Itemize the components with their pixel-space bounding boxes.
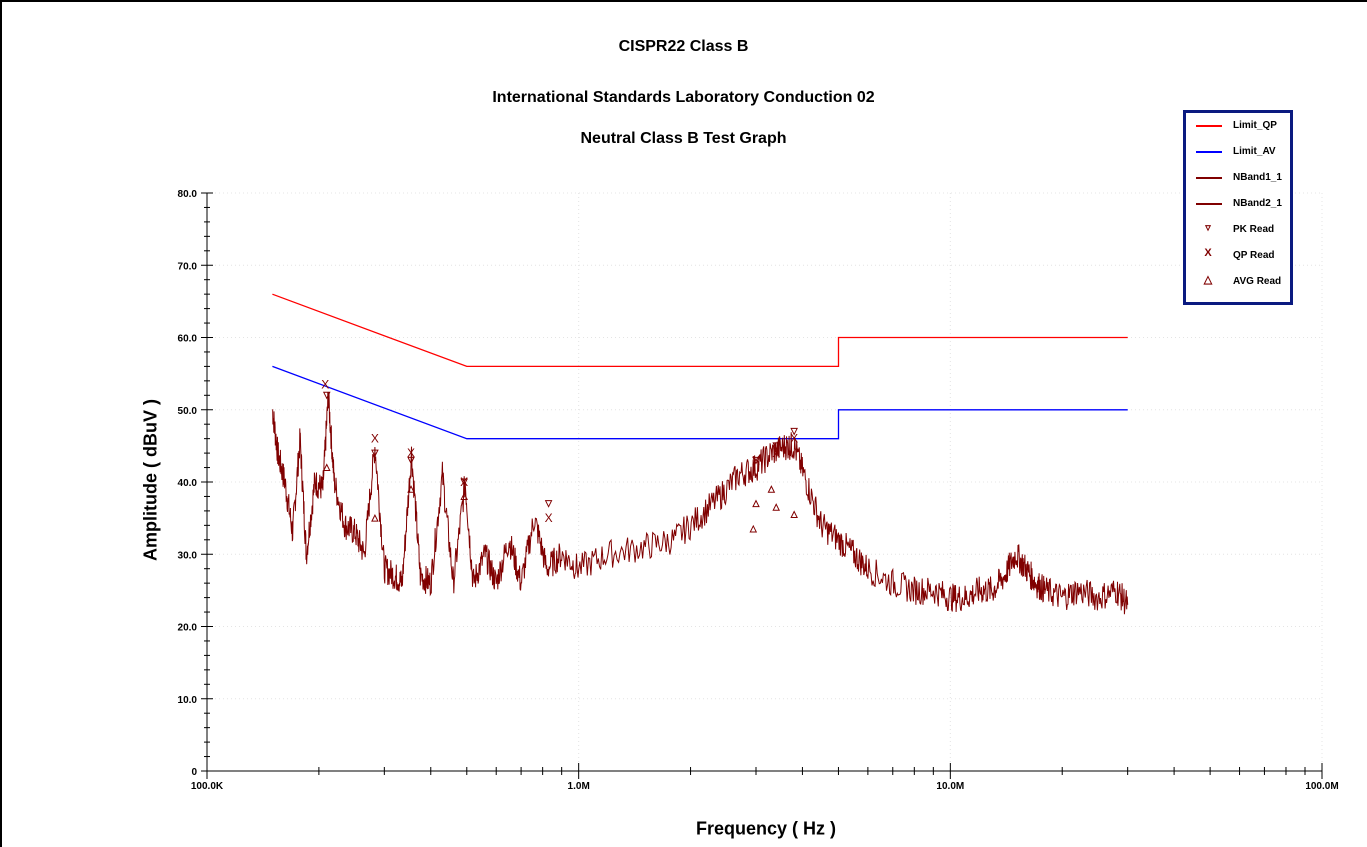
avg-read-marker: [407, 485, 415, 493]
legend-item: Limit_AV: [1186, 141, 1290, 163]
avg-read-marker: [749, 524, 758, 533]
series-line-limit-av: [272, 365, 1128, 440]
pk-read-marker: [322, 391, 331, 400]
avg-read-marker: [790, 510, 798, 519]
y-tick-label: 70.0: [178, 261, 198, 272]
legend-label: PK Read: [1233, 224, 1275, 235]
y-tick-label: 0: [191, 767, 197, 778]
series-line-nband1: [272, 391, 1129, 615]
legend-swatch: [1196, 125, 1222, 127]
pk-read-marker: [790, 427, 798, 436]
legend-item: NBand2_1: [1186, 193, 1290, 215]
pk-read-marker: [460, 478, 468, 487]
y-tick-label: 50.0: [178, 406, 198, 417]
y-tick-label: 10.0: [178, 695, 198, 706]
avg-read-marker: [772, 503, 781, 511]
legend-label: Limit_QP: [1233, 120, 1277, 131]
qp-read-marker: X: [321, 377, 329, 391]
legend-label: AVG Read: [1233, 276, 1282, 287]
x-tick-label: 100.0M: [1305, 781, 1338, 792]
legend-marker-icon: X: [1204, 247, 1212, 259]
avg-read-marker: [460, 492, 468, 500]
legend-label: Limit_AV: [1233, 146, 1276, 157]
y-tick-label: 40.0: [178, 478, 198, 489]
avg-read-marker: [752, 499, 760, 508]
x-axis-label: Frequency ( Hz ): [695, 818, 837, 839]
legend-label: NBand2_1: [1233, 198, 1282, 209]
qp-read-marker: X: [407, 446, 415, 460]
y-tick-label: 20.0: [178, 623, 198, 634]
x-tick-label: 10.0M: [936, 781, 964, 792]
legend-item: Limit_QP: [1186, 115, 1290, 137]
legend-label: QP Read: [1233, 250, 1275, 261]
chart-subtitle-2: Neutral Class B Test Graph: [580, 130, 787, 147]
y-tick-label: 60.0: [178, 334, 198, 345]
pk-read-marker: [752, 456, 760, 465]
pk-read-marker: [407, 456, 415, 465]
legend-marker-icon: ▿: [1205, 222, 1211, 234]
legend-item: X QP Read: [1186, 245, 1290, 267]
pk-read-marker: [544, 500, 553, 508]
qp-read-marker: X: [752, 453, 760, 467]
legend-item: NBand1_1: [1186, 167, 1290, 189]
legend: Limit_QP Limit_AV NBand1_1 NBand2_1 ▿ PK Read…: [1183, 110, 1293, 305]
chart-subtitle: International Standards Laboratory Condu…: [492, 89, 875, 106]
legend-swatch: [1196, 177, 1222, 179]
legend-marker-icon: △: [1203, 274, 1213, 286]
legend-label: NBand1_1: [1233, 172, 1282, 183]
chart-title: CISPR22 Class B: [618, 38, 749, 55]
qp-read-marker: X: [790, 432, 798, 446]
qp-read-marker: X: [545, 511, 553, 525]
pk-read-marker: [371, 449, 379, 458]
avg-read-marker: [767, 485, 776, 493]
y-tick-label: 30.0: [178, 550, 198, 561]
avg-read-marker: [322, 463, 331, 472]
series-line-limit-qp: [272, 293, 1128, 368]
qp-read-marker: X: [371, 432, 379, 446]
avg-read-marker: [371, 514, 379, 522]
legend-item: ▿ PK Read: [1186, 219, 1290, 241]
y-tick-label: 80.0: [178, 189, 198, 200]
legend-swatch: [1196, 203, 1222, 205]
x-tick-label: 1.0M: [568, 781, 590, 792]
pk-read-marker: [772, 442, 781, 450]
qp-read-marker: X: [460, 475, 468, 489]
qp-read-marker: X: [772, 446, 780, 460]
x-tick-label: 100.0K: [191, 781, 224, 792]
legend-item: △ AVG Read: [1186, 271, 1290, 293]
legend-swatch: [1196, 151, 1222, 153]
